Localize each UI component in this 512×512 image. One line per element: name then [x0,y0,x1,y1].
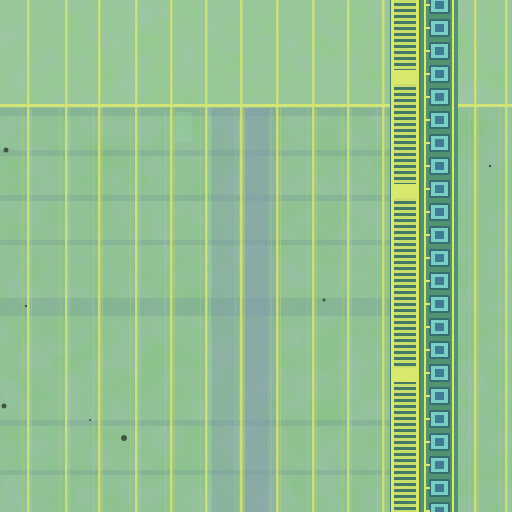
defect [24,304,28,308]
defect [488,164,492,168]
defect [89,419,91,421]
defect [322,298,326,302]
defect [1,403,7,409]
defect [121,435,127,441]
defect [3,147,9,153]
defects [1,147,492,441]
